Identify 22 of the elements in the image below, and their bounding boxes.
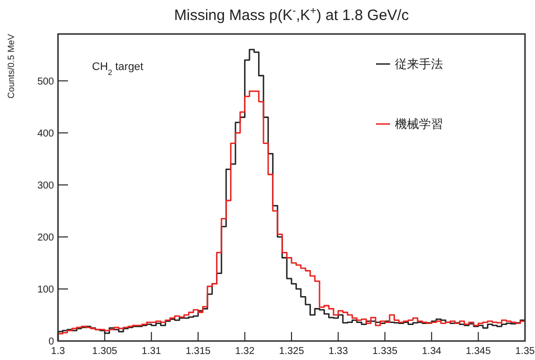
legend-label: 機械学習 [395, 117, 443, 131]
x-tick-label: 1.33 [328, 346, 348, 357]
y-tick-label: 400 [37, 128, 54, 140]
chart-title: Missing Mass p(K$^{-}$,K$^{+}$) at 1.8 GeV/c [174, 5, 410, 24]
x-tick-label: 1.315 [186, 346, 212, 357]
x-tick-label: 1.325 [278, 346, 304, 357]
y-tick-label: 500 [37, 76, 54, 88]
x-tick-label: 1.31 [142, 346, 162, 357]
y-tick-label: 0 [48, 336, 54, 348]
y-tick-label: 300 [37, 180, 54, 192]
x-tick-label: 1.32 [235, 346, 255, 357]
y-axis-title: Counts/0.5 MeV [6, 34, 16, 99]
x-tick-label: 1.335 [372, 346, 398, 357]
x-tick-label: 1.3 [51, 346, 66, 357]
legend-label: 従来手法 [395, 57, 443, 71]
x-tick-label: 1.345 [466, 346, 492, 357]
y-tick-label: 200 [37, 232, 54, 244]
x-tick-label: 1.34 [422, 346, 442, 357]
y-tick-label: 100 [37, 284, 54, 296]
x-tick-label: 1.35 [515, 346, 535, 357]
annotation: CH$_{2}$ target [92, 61, 144, 76]
x-tick-label: 1.305 [92, 346, 118, 357]
